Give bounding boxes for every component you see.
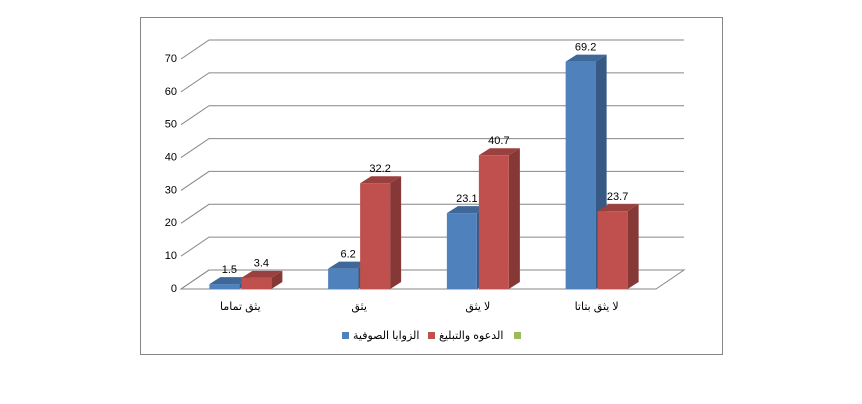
data-label: 6.2 [340, 249, 355, 261]
bar-side [390, 176, 402, 289]
y-tick-label: 20 [165, 217, 177, 229]
grid-line [180, 105, 684, 126]
bar-top [241, 270, 283, 278]
bar [478, 155, 509, 289]
grid-line [180, 203, 684, 224]
grid-line [180, 170, 684, 191]
legend-swatch [514, 332, 521, 339]
y-tick-label: 10 [165, 250, 177, 262]
y-tick-label: 50 [165, 119, 177, 131]
data-label: 69.2 [575, 42, 596, 54]
bar-top [209, 277, 251, 285]
x-tick-label: يثق [351, 301, 367, 314]
bar [360, 183, 391, 289]
legend-label: الزوايا الصوفية [353, 330, 419, 342]
bar [446, 213, 477, 289]
y-tick-label: 30 [165, 184, 177, 196]
bar-side [271, 270, 283, 289]
grid-line [180, 236, 684, 257]
y-tick-label: 60 [165, 86, 177, 98]
data-label: 3.4 [254, 258, 269, 270]
bar [241, 277, 272, 289]
data-label: 1.5 [222, 264, 237, 276]
grid-line [180, 138, 684, 158]
x-tick-label: لا يثق بتاتا [575, 301, 619, 314]
bar-top [565, 54, 607, 62]
y-tick-label: 0 [171, 283, 177, 295]
data-label: 32.2 [369, 163, 390, 175]
legend-swatch [342, 332, 349, 339]
bar [209, 284, 240, 289]
legend-swatch [428, 332, 435, 339]
bar-top [478, 148, 520, 156]
legend-label: الدعوه والتبليغ [439, 330, 503, 342]
bar-top [328, 261, 370, 269]
grid-line [180, 39, 684, 60]
grid-line [180, 269, 684, 290]
bar-top [597, 204, 639, 212]
x-tick-label: لا يثق [465, 301, 490, 314]
bar-top [446, 206, 488, 214]
grid-line [180, 72, 684, 93]
bar [565, 61, 596, 289]
data-label: 23.7 [607, 191, 628, 203]
y-tick-label: 40 [165, 151, 177, 163]
bar-side [508, 148, 520, 289]
y-tick-label: 70 [165, 53, 177, 65]
x-tick-label: يثق تماما [220, 301, 261, 314]
bar [597, 211, 628, 289]
bar-side [627, 204, 639, 289]
bar-top [360, 176, 402, 184]
bar [328, 268, 359, 289]
data-label: 40.7 [488, 135, 509, 147]
data-label: 23.1 [456, 193, 477, 205]
chart-border [140, 17, 723, 355]
